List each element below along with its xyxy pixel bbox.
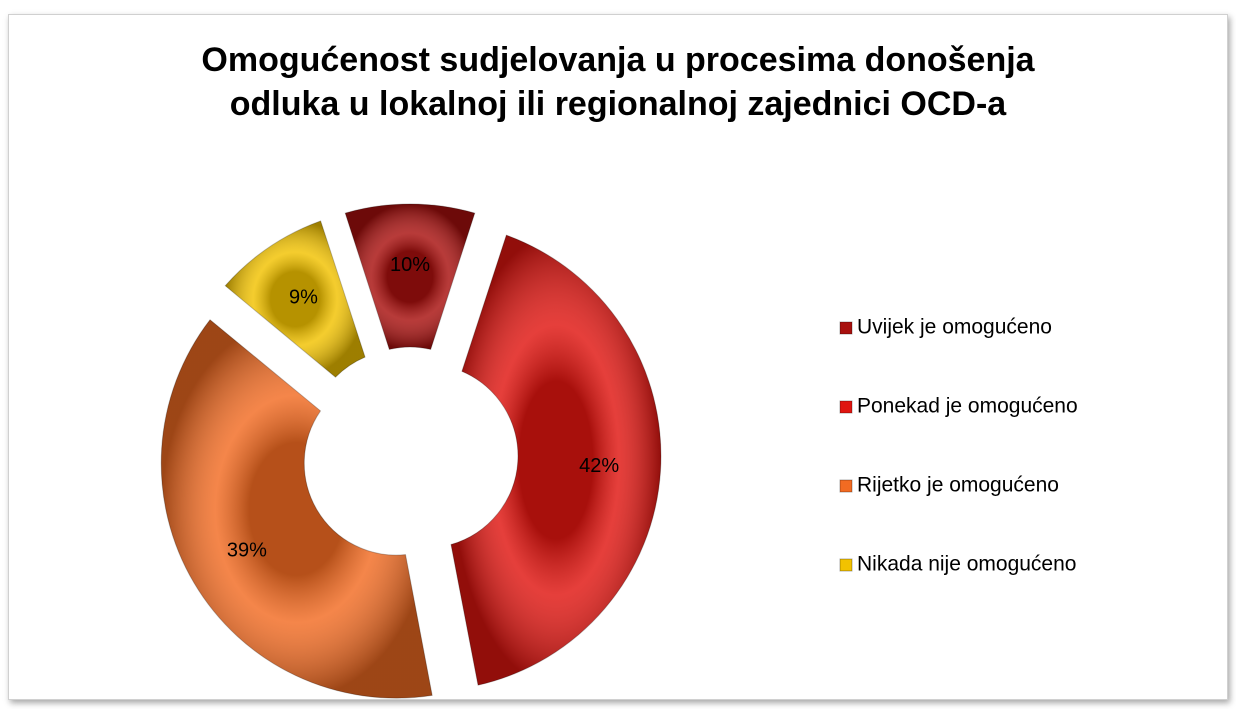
data-label: 10%	[390, 254, 430, 276]
chart-title-box: Omogućenost sudjelovanja u procesima don…	[100, 38, 1136, 126]
chart-title: Omogućenost sudjelovanja u procesima don…	[201, 41, 1035, 123]
doughnut-segment	[160, 319, 433, 699]
legend-swatch	[839, 400, 853, 414]
data-label: 39%	[227, 540, 267, 562]
legend-swatch	[839, 479, 853, 493]
legend-label: Nikada nije omogućeno	[857, 553, 1076, 576]
doughnut-segment	[450, 234, 662, 686]
data-label: 42%	[579, 455, 619, 477]
legend-swatch	[839, 558, 853, 572]
doughnut-segment	[344, 203, 476, 350]
data-label: 9%	[289, 287, 318, 309]
legend-swatch	[839, 321, 853, 335]
legend-label: Ponekad je omogućeno	[857, 395, 1078, 418]
legend-label: Uvijek je omogućeno	[857, 316, 1052, 339]
legend-label: Rijetko je omogućeno	[857, 474, 1059, 497]
